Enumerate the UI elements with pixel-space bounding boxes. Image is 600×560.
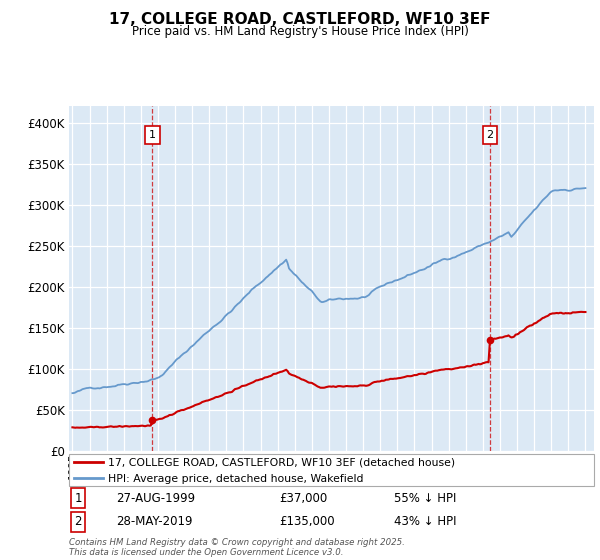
Text: 17, COLLEGE ROAD, CASTLEFORD, WF10 3EF: 17, COLLEGE ROAD, CASTLEFORD, WF10 3EF <box>109 12 491 27</box>
Text: 1: 1 <box>149 130 156 140</box>
Text: £37,000: £37,000 <box>279 492 327 505</box>
Text: 55% ↓ HPI: 55% ↓ HPI <box>395 492 457 505</box>
Text: 17, COLLEGE ROAD, CASTLEFORD, WF10 3EF (detached house): 17, COLLEGE ROAD, CASTLEFORD, WF10 3EF (… <box>109 458 455 468</box>
Text: 27-AUG-1999: 27-AUG-1999 <box>116 492 196 505</box>
Text: 28-MAY-2019: 28-MAY-2019 <box>116 515 193 529</box>
Text: 43% ↓ HPI: 43% ↓ HPI <box>395 515 457 529</box>
Text: 2: 2 <box>487 130 494 140</box>
Text: Contains HM Land Registry data © Crown copyright and database right 2025.
This d: Contains HM Land Registry data © Crown c… <box>69 538 405 557</box>
Text: HPI: Average price, detached house, Wakefield: HPI: Average price, detached house, Wake… <box>109 474 364 484</box>
Text: 2: 2 <box>74 515 82 529</box>
Text: £135,000: £135,000 <box>279 515 335 529</box>
Text: 1: 1 <box>74 492 82 505</box>
Text: Price paid vs. HM Land Registry's House Price Index (HPI): Price paid vs. HM Land Registry's House … <box>131 25 469 38</box>
